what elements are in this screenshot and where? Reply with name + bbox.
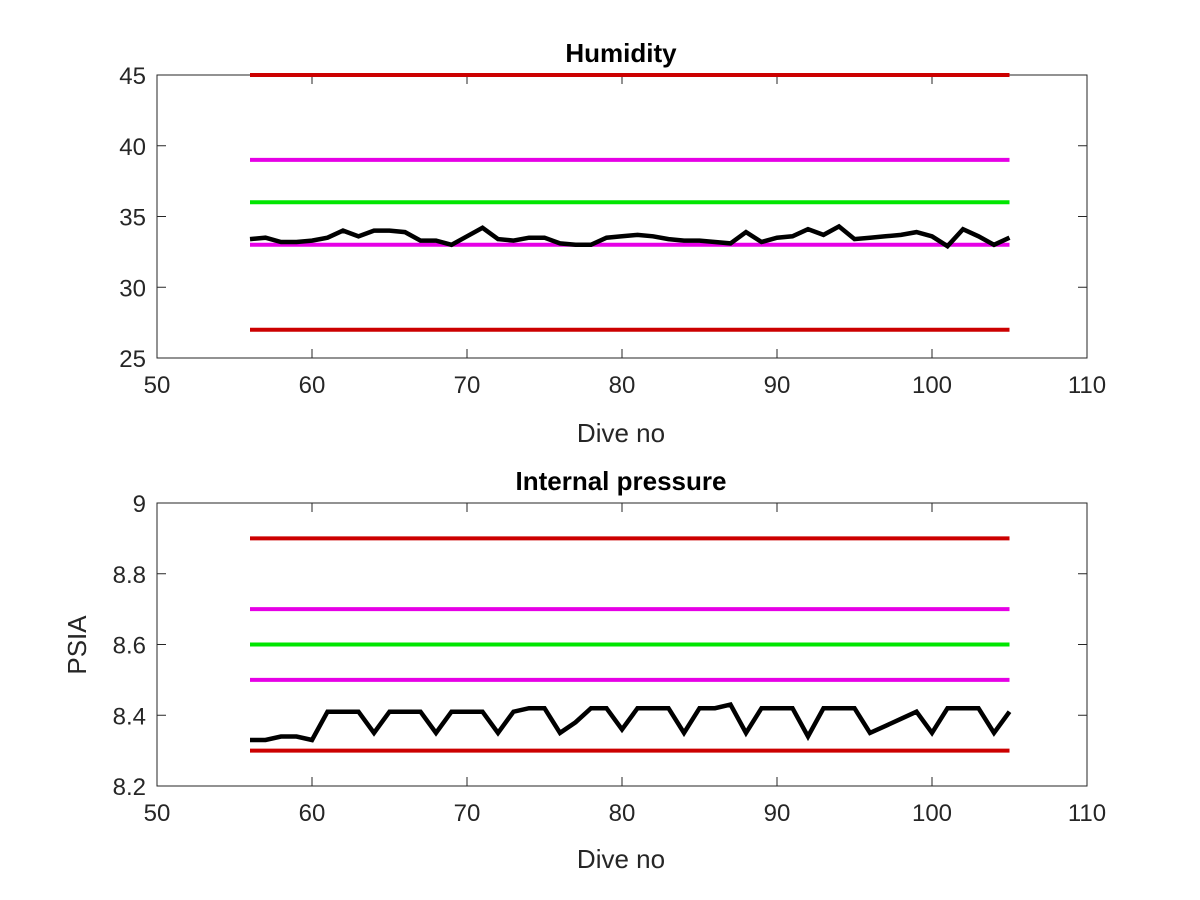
y-tick-label: 40 (119, 134, 146, 161)
y-tick-label: 25 (119, 346, 146, 373)
y-tick-label: 9 (133, 491, 146, 518)
humidity-axes: Humidity Dive no 50 60 70 80 90 100 110 25 30 35 4… (119, 38, 1106, 448)
chart-title: Humidity (565, 38, 677, 68)
y-tick-label: 8.8 (113, 562, 146, 589)
y-tick-label: 45 (119, 63, 146, 90)
internal-pressure-axes: Internal pressure Dive no PSIA 50 60 70 80 9… (62, 466, 1106, 874)
y-tick-label: 35 (119, 205, 146, 232)
chart-title: Internal pressure (516, 466, 727, 496)
x-axis-label: Dive no (577, 418, 665, 448)
x-tick-label: 90 (764, 372, 791, 399)
x-tick-label: 60 (299, 372, 326, 399)
y-tick-label: 30 (119, 275, 146, 302)
x-tick-label: 100 (912, 800, 952, 827)
x-tick-label: 100 (912, 372, 952, 399)
x-tick-label: 60 (299, 800, 326, 827)
x-tick-label: 70 (454, 800, 481, 827)
measurement-series-line (250, 702, 1012, 743)
x-tick-label: 50 (144, 372, 171, 399)
x-tick-label: 110 (1068, 800, 1106, 827)
x-tick-label: 50 (144, 800, 171, 827)
x-tick-label: 80 (609, 372, 636, 399)
measurement-series-line (249, 223, 1011, 250)
x-tick-label: 70 (454, 372, 481, 399)
x-axis-label: Dive no (577, 844, 665, 874)
x-tick-label: 110 (1068, 372, 1106, 399)
y-tick-label: 8.4 (113, 703, 146, 730)
y-tick-label: 8.2 (113, 774, 146, 801)
y-tick-label: 8.6 (113, 633, 146, 660)
y-axis-label: PSIA (62, 615, 92, 675)
x-tick-label: 90 (764, 800, 791, 827)
plot-area (156, 74, 1088, 359)
x-tick-label: 80 (609, 800, 636, 827)
